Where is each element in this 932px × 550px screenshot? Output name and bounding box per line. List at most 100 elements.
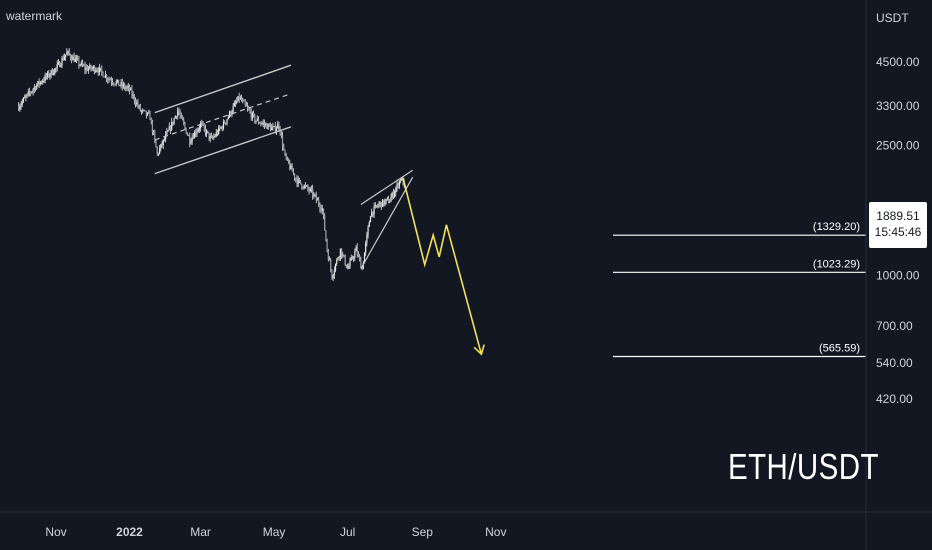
candle bbox=[39, 81, 41, 86]
candle bbox=[197, 127, 199, 133]
candle bbox=[379, 200, 381, 208]
candle bbox=[377, 203, 379, 209]
candle-body bbox=[185, 127, 187, 134]
candle bbox=[44, 72, 46, 84]
candle-body bbox=[308, 188, 310, 191]
candle-body bbox=[190, 141, 192, 144]
candle-body bbox=[26, 93, 28, 97]
candle-body bbox=[203, 124, 205, 129]
candle bbox=[354, 248, 356, 262]
candle bbox=[121, 78, 123, 91]
candle-body bbox=[239, 97, 241, 100]
candle bbox=[345, 264, 348, 269]
candle bbox=[42, 78, 44, 86]
projection-path bbox=[402, 177, 483, 355]
candle-body bbox=[189, 135, 191, 144]
candle-body bbox=[316, 199, 319, 201]
candle bbox=[372, 211, 374, 218]
candle bbox=[91, 65, 93, 72]
candle-body bbox=[124, 84, 126, 89]
candle bbox=[21, 98, 23, 108]
candle bbox=[394, 189, 396, 198]
candle bbox=[230, 110, 232, 117]
candle bbox=[221, 125, 223, 132]
candle bbox=[57, 58, 60, 66]
candle-body bbox=[192, 137, 194, 139]
candle bbox=[306, 185, 308, 188]
candle bbox=[290, 163, 292, 170]
candle bbox=[32, 88, 34, 96]
candle bbox=[72, 54, 74, 61]
candle-body bbox=[99, 67, 102, 69]
candle bbox=[277, 120, 279, 129]
candle bbox=[387, 195, 390, 204]
candle-body bbox=[40, 81, 43, 83]
candle bbox=[291, 163, 293, 172]
candle-body bbox=[303, 185, 305, 189]
candle bbox=[50, 69, 52, 79]
candle bbox=[181, 115, 184, 121]
candle-body bbox=[209, 135, 211, 139]
candle bbox=[304, 182, 307, 189]
candle-body bbox=[325, 230, 327, 241]
candle-body bbox=[275, 128, 278, 132]
candle bbox=[369, 215, 372, 223]
candle-body bbox=[163, 139, 166, 141]
candle bbox=[162, 139, 164, 149]
candle bbox=[343, 254, 345, 258]
candle bbox=[172, 121, 174, 126]
candle-body bbox=[249, 109, 251, 112]
candle-body bbox=[156, 147, 158, 154]
candle-body bbox=[381, 199, 384, 208]
candle bbox=[353, 255, 355, 263]
candle bbox=[166, 127, 168, 136]
candle-body bbox=[339, 248, 341, 257]
last-price-box: 1889.51 15:45:46 bbox=[869, 202, 927, 248]
candle bbox=[381, 198, 384, 208]
candle bbox=[98, 63, 100, 76]
candle bbox=[174, 115, 176, 119]
wedge-lower-line bbox=[360, 176, 414, 269]
candle-body bbox=[230, 111, 232, 115]
candle-body bbox=[191, 137, 193, 142]
candle bbox=[330, 258, 332, 273]
candle-body bbox=[72, 56, 74, 61]
candle-body bbox=[226, 119, 228, 123]
candle-body bbox=[244, 101, 246, 105]
candle-body bbox=[337, 258, 339, 260]
candle bbox=[262, 119, 264, 128]
candle bbox=[204, 124, 207, 137]
candle bbox=[134, 97, 137, 108]
candle bbox=[106, 74, 108, 83]
candle bbox=[149, 110, 151, 121]
candle-body bbox=[297, 178, 299, 185]
candle bbox=[391, 191, 393, 200]
candle bbox=[48, 70, 50, 78]
candle-body bbox=[353, 257, 355, 259]
candle bbox=[227, 114, 229, 120]
candle-body bbox=[360, 259, 362, 269]
candle-body bbox=[173, 118, 175, 124]
candle bbox=[132, 90, 134, 99]
candle bbox=[31, 90, 33, 94]
candle-body bbox=[240, 97, 243, 101]
candle bbox=[398, 180, 401, 190]
candle bbox=[226, 118, 228, 126]
candle-body bbox=[196, 131, 198, 134]
candle-body bbox=[83, 65, 85, 67]
candle bbox=[357, 251, 360, 258]
candle-body bbox=[101, 68, 103, 72]
candle-body bbox=[21, 101, 23, 105]
price-tick-label: 700.00 bbox=[876, 319, 913, 333]
candle-body bbox=[69, 54, 72, 58]
candle-body bbox=[24, 97, 26, 99]
candle bbox=[331, 269, 333, 280]
candle-body bbox=[265, 124, 267, 125]
candle-body bbox=[318, 200, 320, 205]
candle-body bbox=[246, 106, 249, 109]
candle bbox=[269, 122, 272, 132]
candle-body bbox=[90, 65, 92, 69]
candle bbox=[27, 88, 29, 97]
candle-body bbox=[18, 106, 20, 110]
